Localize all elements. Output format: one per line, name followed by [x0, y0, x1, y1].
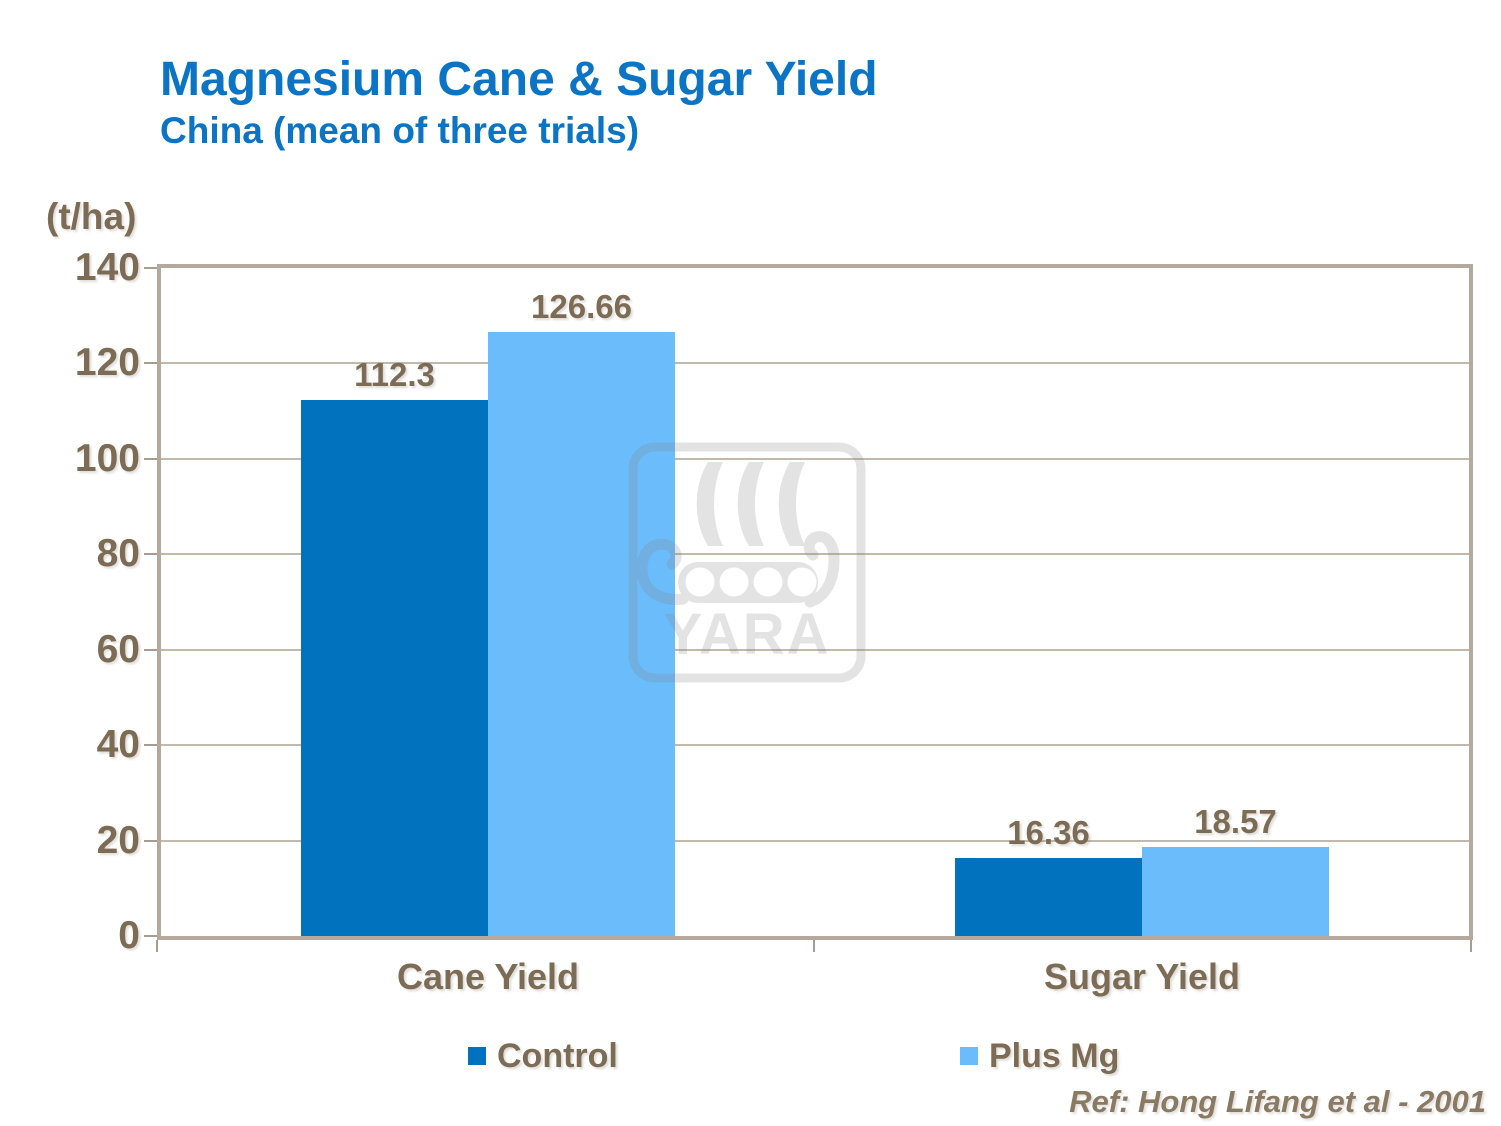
y-axis-label-120: 120	[74, 341, 140, 385]
gridline-40	[161, 744, 1469, 747]
gridline-100	[161, 457, 1469, 460]
y-axis-label-20: 20	[96, 818, 140, 862]
y-axis-tick-60	[144, 648, 157, 651]
y-axis-unit-label: (t/ha)	[46, 196, 137, 237]
chart-title: Magnesium Cane & Sugar Yield	[160, 53, 878, 106]
gridline-120	[161, 362, 1469, 365]
legend-swatch-plus-mg	[960, 1047, 978, 1065]
y-axis-label-60: 60	[96, 627, 140, 671]
value-label-control-sugar-yield: 16.36	[1007, 813, 1090, 851]
gridline-80	[161, 553, 1469, 556]
y-axis-tick-120	[144, 362, 157, 365]
reference-text: Ref: Hong Lifang et al - 2001	[1069, 1084, 1486, 1119]
y-axis-tick-100	[144, 457, 157, 460]
bar-control-sugar-yield	[955, 857, 1142, 936]
legend-item-plus-mg: Plus Mg	[960, 1036, 1119, 1076]
legend-item-control: Control	[468, 1036, 618, 1076]
plot-area	[157, 264, 1473, 940]
y-axis-label-140: 140	[74, 246, 140, 289]
category-label-sugar-yield: Sugar Yield	[1043, 956, 1241, 997]
y-axis-tick-140	[144, 267, 157, 269]
y-axis-tick-20	[144, 839, 157, 842]
yara-wordmark: YARA	[663, 602, 830, 667]
value-label-control-cane-yield: 112.3	[354, 356, 435, 394]
y-axis-label-80: 80	[96, 532, 140, 576]
bar-control-cane-yield	[301, 400, 488, 936]
legend-label-control: Control	[497, 1036, 618, 1075]
gridline-60	[161, 648, 1469, 651]
yara-logo-watermark: YARA	[628, 442, 866, 683]
x-axis-tick-0	[156, 940, 158, 952]
legend-swatch-control	[468, 1047, 486, 1065]
chart-subtitle: China (mean of three trials)	[160, 110, 640, 151]
x-axis-tick-1	[813, 940, 815, 952]
x-axis-tick-2	[1470, 940, 1472, 952]
y-axis-tick-80	[144, 553, 157, 556]
category-label-cane-yield: Cane Yield	[396, 956, 580, 997]
value-label-plus-mg-cane-yield: 126.66	[531, 287, 632, 325]
y-axis-tick-0	[144, 935, 157, 937]
y-axis-tick-40	[144, 744, 157, 747]
gridline-20	[161, 839, 1469, 842]
bar-plus-mg-cane-yield	[488, 331, 675, 936]
value-label-plus-mg-sugar-yield: 18.57	[1194, 803, 1277, 841]
legend-label-plus-mg: Plus Mg	[989, 1036, 1120, 1075]
bar-plus-mg-sugar-yield	[1142, 847, 1329, 936]
y-axis-label-100: 100	[74, 436, 140, 480]
y-axis-label-40: 40	[96, 723, 140, 767]
y-axis-label-0: 0	[118, 914, 140, 957]
yara-viking-ship-icon: YARA	[628, 442, 866, 683]
